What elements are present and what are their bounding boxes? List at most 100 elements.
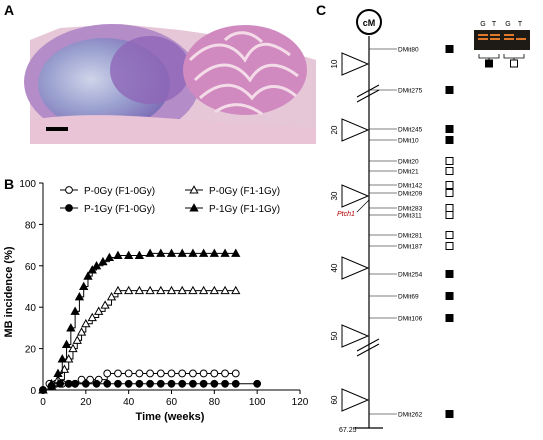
data-point <box>134 250 145 259</box>
marker-label: DMit254 <box>398 272 423 279</box>
map-end-label: 67.25 <box>339 427 357 434</box>
filled-marker-square <box>445 136 454 144</box>
position-label: 30 <box>330 191 339 200</box>
data-point <box>177 248 187 257</box>
marker-row: DMit275 <box>369 86 454 95</box>
marker-row: DMit311 <box>369 211 454 220</box>
y-tick-label: 20 <box>25 345 37 356</box>
y-tick-label: 60 <box>25 262 37 273</box>
data-point <box>124 369 133 378</box>
legend-label: P-0Gy (F1-1Gy) <box>209 186 280 197</box>
centromere-circle <box>356 9 382 35</box>
gel-band <box>504 38 514 40</box>
data-point <box>156 248 166 257</box>
data-point <box>91 260 102 270</box>
filled-marker-square <box>445 86 454 94</box>
marker-label: DMit142 <box>398 183 423 190</box>
gene-pointer <box>356 199 370 213</box>
data-point <box>71 379 80 388</box>
position-label: 60 <box>330 395 339 404</box>
series-2 <box>38 285 241 394</box>
legend-label: P-1Gy (F1-1Gy) <box>209 204 280 215</box>
filled-marker-square <box>445 292 454 300</box>
marker-row: DMit106 <box>369 314 454 323</box>
marker-label: DMit69 <box>398 294 419 301</box>
filled-marker-square <box>445 45 454 53</box>
gene-label: Ptch1 <box>337 211 355 218</box>
panel-a-label: A <box>4 2 15 18</box>
break-mark <box>356 89 380 103</box>
data-point <box>210 379 219 388</box>
data-point <box>220 285 230 295</box>
data-point <box>94 306 104 315</box>
open-marker-square <box>510 59 518 68</box>
series-4 <box>38 248 241 394</box>
data-point <box>53 368 63 377</box>
x-tick-label: 60 <box>166 397 178 408</box>
x-tick-label: 120 <box>292 397 309 408</box>
y-tick-label: 80 <box>25 220 37 231</box>
data-point <box>79 281 89 291</box>
marker-row: DMit281 <box>369 231 454 240</box>
open-marker-square <box>445 211 454 219</box>
data-point <box>209 248 219 257</box>
data-point <box>189 369 197 378</box>
marker-label: DMit21 <box>398 169 419 176</box>
data-point <box>199 369 208 378</box>
data-point <box>178 379 187 388</box>
marker-row: DMit21 <box>369 167 454 176</box>
position-label: 50 <box>330 331 339 340</box>
position-triangle <box>341 52 370 76</box>
legend-label: P-1Gy (F1-0Gy) <box>84 204 155 215</box>
filled-marker-square <box>445 125 454 133</box>
data-point <box>145 248 155 257</box>
data-point <box>146 369 154 378</box>
data-point <box>124 379 133 388</box>
marker-row: DMit262 <box>369 410 454 419</box>
data-point <box>178 369 187 378</box>
gel-band <box>490 38 500 40</box>
data-point <box>114 369 122 378</box>
gel-band <box>490 34 500 36</box>
marker-label: DMit20 <box>398 159 419 166</box>
gel-band <box>504 34 514 36</box>
marker-row: DMit245 <box>369 125 454 134</box>
data-point <box>146 379 154 388</box>
position-triangle <box>341 388 370 412</box>
x-tick-label: 80 <box>209 397 221 408</box>
gel-lane-label: G <box>505 21 510 28</box>
data-point <box>46 378 57 388</box>
panel-c-label: C <box>316 2 327 18</box>
break-mark <box>356 343 380 357</box>
data-point <box>92 379 101 388</box>
open-marker-square <box>445 181 454 189</box>
data-point <box>231 285 241 295</box>
series-3 <box>39 379 262 394</box>
data-point <box>76 327 87 336</box>
data-point <box>156 369 165 378</box>
marker-label: DMit281 <box>398 233 423 240</box>
open-marker-square <box>445 231 454 239</box>
data-point <box>87 265 97 274</box>
y-tick-label: 0 <box>30 386 36 397</box>
data-point <box>83 271 93 280</box>
filled-marker-square <box>445 410 454 418</box>
data-point <box>231 248 241 257</box>
data-point <box>68 343 78 353</box>
x-tick-label: 40 <box>123 397 135 408</box>
marker-label: DMit10 <box>398 138 419 145</box>
marker-label: DMit106 <box>398 316 423 323</box>
data-point <box>61 339 72 348</box>
data-point <box>253 379 262 388</box>
data-point <box>177 285 187 295</box>
gel-band <box>516 38 526 40</box>
data-point <box>124 250 134 259</box>
y-axis-label: MB incidence (%) <box>3 246 15 337</box>
data-point <box>156 379 165 388</box>
legend-marker <box>189 185 199 194</box>
marker-row: DMit20 <box>369 157 454 166</box>
data-point <box>188 285 198 295</box>
